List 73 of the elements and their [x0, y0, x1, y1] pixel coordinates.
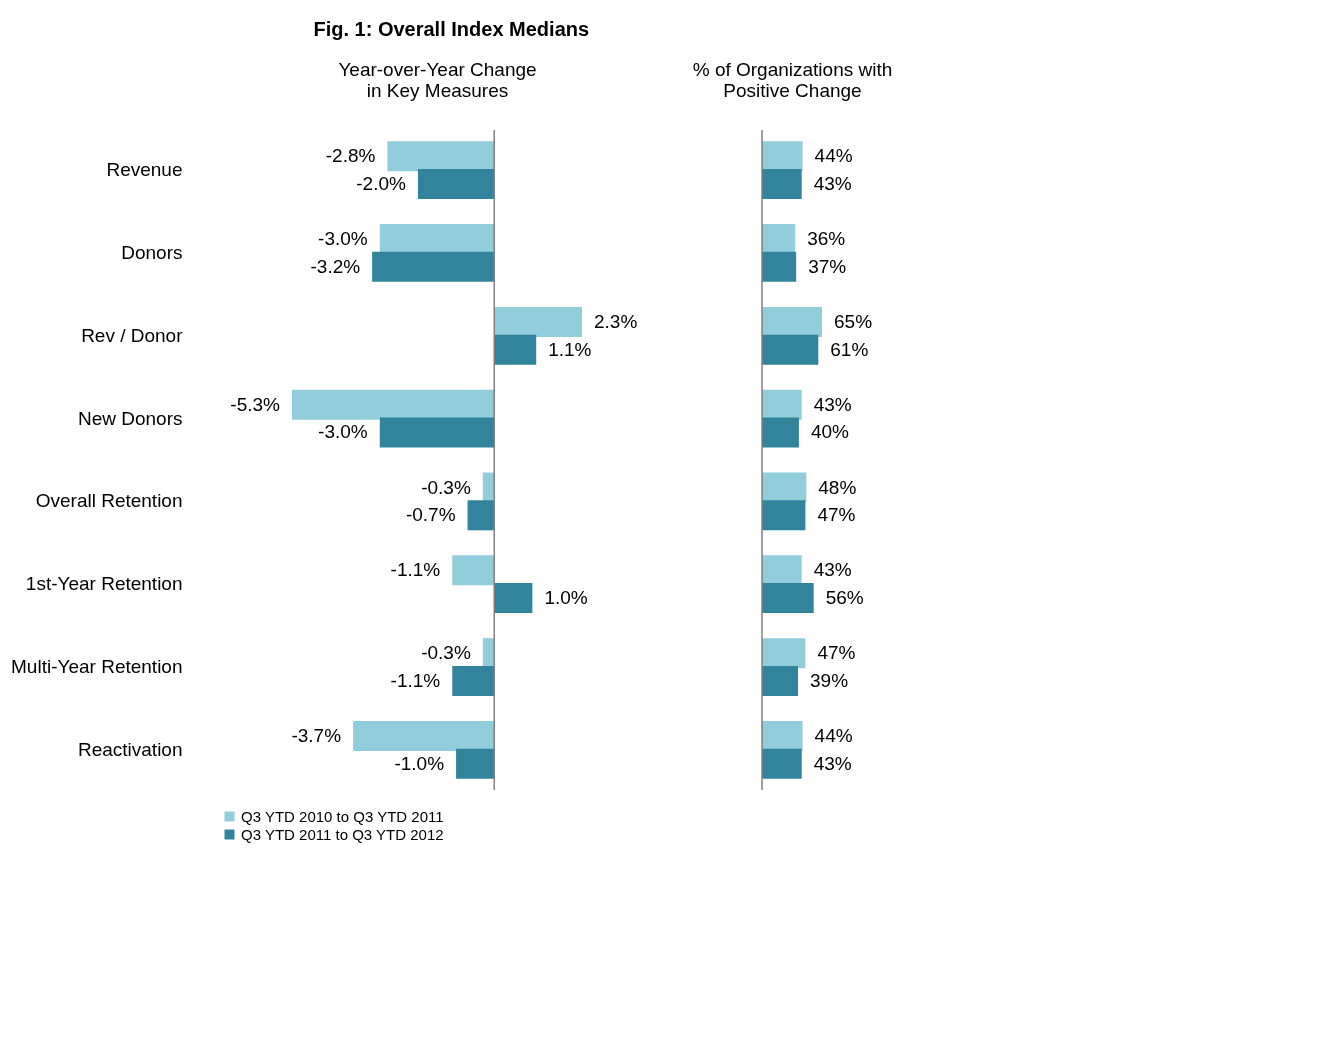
data-label: 48%: [818, 476, 857, 498]
bar: [417, 169, 495, 200]
legend-label: Q3 YTD 2010 to Q3 YTD 2011: [241, 807, 444, 825]
data-label: -2.8%: [325, 145, 376, 167]
bar: [762, 417, 799, 448]
bar: [379, 417, 495, 448]
bar: [762, 500, 806, 531]
data-label: -1.0%: [394, 752, 445, 774]
bar: [762, 555, 802, 586]
data-label: -3.0%: [318, 228, 368, 250]
data-label: -1.1%: [390, 669, 441, 691]
y-tick-label: Revenue: [106, 159, 183, 181]
data-label: -0.7%: [405, 504, 456, 526]
data-label: 2.3%: [594, 310, 638, 332]
data-label: 39%: [810, 669, 849, 691]
data-label: 43%: [813, 393, 852, 415]
data-label: 40%: [810, 421, 850, 443]
bar: [379, 224, 495, 255]
legend-label: Q3 YTD 2011 to Q3 YTD 2012: [241, 825, 444, 843]
data-label: -3.7%: [291, 724, 342, 746]
data-label: -3.2%: [310, 255, 361, 277]
y-tick-label: Reactivation: [77, 738, 183, 760]
x-axis-title: Year-over-Year Change in Key Measures: [338, 58, 537, 101]
bar: [762, 748, 802, 779]
data-label: 43%: [813, 173, 852, 195]
data-label: 56%: [825, 587, 864, 609]
bar: [494, 583, 533, 614]
bar: [456, 748, 495, 779]
bar: [762, 306, 822, 337]
data-label: 44%: [814, 145, 853, 167]
y-tick-label: Multi-Year Retention: [11, 656, 183, 678]
data-label: 43%: [813, 752, 852, 774]
bar: [762, 334, 819, 365]
bar: [762, 141, 803, 172]
data-label: 44%: [814, 724, 853, 746]
data-label: -0.3%: [421, 476, 471, 498]
bar: [387, 141, 495, 172]
data-label: 61%: [830, 338, 869, 360]
data-label: 65%: [834, 310, 873, 332]
x-axis-title: % of Organizations with Positive Change: [692, 58, 893, 101]
y-tick-label: 1st-Year Retention: [25, 573, 183, 595]
data-label: -3.0%: [318, 421, 368, 443]
chart-title: Fig. 1: Overall Index Medians: [313, 18, 590, 40]
data-label: -1.1%: [390, 559, 441, 581]
bar: [452, 555, 495, 586]
bar: [762, 169, 802, 200]
data-label: -2.0%: [356, 173, 407, 195]
data-label: 1.0%: [544, 587, 588, 609]
bar: [762, 638, 806, 669]
data-label: -0.3%: [421, 642, 471, 664]
data-label: 47%: [817, 504, 856, 526]
bar: [762, 665, 798, 696]
bar: [762, 251, 797, 282]
y-tick-label: New Donors: [77, 407, 183, 429]
bar: [762, 583, 814, 614]
bar: [292, 389, 495, 420]
data-label: 36%: [807, 228, 846, 250]
data-label: -5.3%: [230, 393, 281, 415]
y-tick-label: Overall Retention: [35, 490, 183, 512]
bar: [762, 720, 803, 751]
bar: [762, 224, 796, 255]
bar: [452, 665, 495, 696]
y-tick-label: Rev / Donor: [81, 324, 184, 346]
bar: [494, 306, 582, 337]
data-label: 1.1%: [548, 338, 592, 360]
bar: [372, 251, 495, 282]
data-label: 47%: [817, 642, 856, 664]
data-label: 37%: [808, 255, 847, 277]
bar: [494, 334, 537, 365]
y-tick-label: Donors: [121, 241, 183, 263]
bar: [353, 720, 495, 751]
bar: [467, 500, 495, 531]
data-label: 43%: [813, 559, 852, 581]
